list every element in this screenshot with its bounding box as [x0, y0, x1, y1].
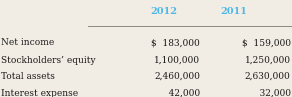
Text: 2,460,000: 2,460,000 — [154, 72, 200, 81]
Text: 1,100,000: 1,100,000 — [154, 56, 200, 65]
Text: Interest expense: Interest expense — [1, 89, 79, 97]
Text: $  183,000: $ 183,000 — [151, 38, 200, 47]
Text: Net income: Net income — [1, 38, 55, 47]
Text: 2012: 2012 — [150, 7, 177, 16]
Text: 2,630,000: 2,630,000 — [245, 72, 291, 81]
Text: 42,000: 42,000 — [160, 89, 200, 97]
Text: 2011: 2011 — [220, 7, 247, 16]
Text: Stockholders’ equity: Stockholders’ equity — [1, 56, 96, 65]
Text: Total assets: Total assets — [1, 72, 55, 81]
Text: $  159,000: $ 159,000 — [241, 38, 291, 47]
Text: 1,250,000: 1,250,000 — [244, 56, 291, 65]
Text: 32,000: 32,000 — [251, 89, 291, 97]
